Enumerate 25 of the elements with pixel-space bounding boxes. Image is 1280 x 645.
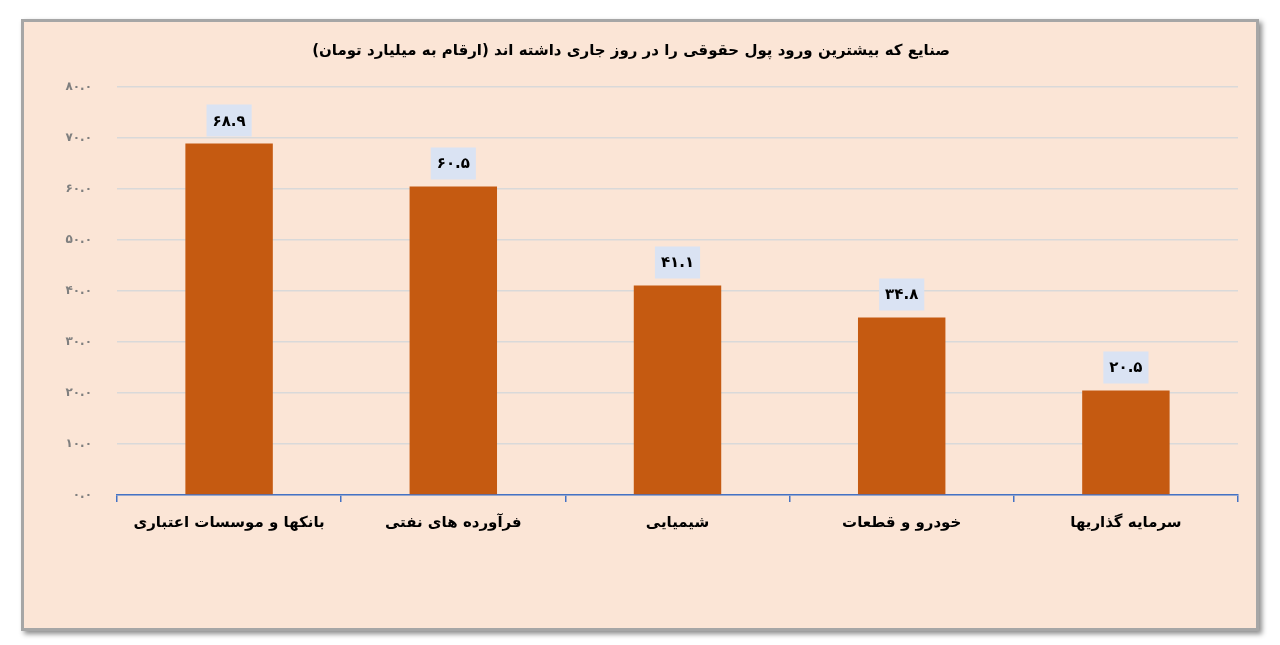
bar <box>185 143 273 495</box>
data-label: ۲۰.۵ <box>1109 358 1143 377</box>
bar <box>633 285 722 495</box>
y-tick-label: ۸۰.۰ <box>65 79 92 94</box>
data-label: ۶۰.۵ <box>436 154 470 173</box>
x-tick-label: بانکها و موسسات اعتباری <box>133 512 325 531</box>
y-tick-label: ۶۰.۰ <box>65 181 92 196</box>
bar <box>857 317 946 495</box>
chart-title: صنایع که بیشترین ورود پول حقوقی را در روز جاری داشته اند (ارقام به میلیارد تومان) <box>312 40 950 60</box>
y-tick-label: ۵۰.۰ <box>65 232 92 247</box>
x-tick-label: شیمیایی <box>645 512 710 531</box>
x-tick-label: فرآورده های نفتی <box>384 512 522 531</box>
y-tick-label: ۷۰.۰ <box>65 130 92 145</box>
data-label: ۴۱.۱ <box>660 253 695 272</box>
x-tick-label: خودرو و قطعات <box>842 512 962 531</box>
y-tick-label: ۴۰.۰ <box>65 283 92 298</box>
y-tick-label: ۲۰.۰ <box>65 385 92 400</box>
data-label: ۳۴.۸ <box>885 285 919 304</box>
bar <box>409 186 498 495</box>
x-tick-label: سرمایه گذاریها <box>1070 512 1182 531</box>
y-tick-label: ۰.۰ <box>72 487 92 502</box>
y-tick-label: ۱۰.۰ <box>65 436 92 451</box>
bar <box>1082 390 1170 495</box>
data-label: ۶۸.۹ <box>212 111 246 130</box>
y-tick-label: ۳۰.۰ <box>65 334 92 349</box>
